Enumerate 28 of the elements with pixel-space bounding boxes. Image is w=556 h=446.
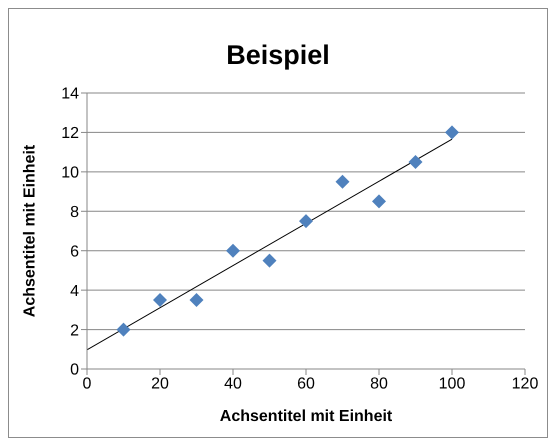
y-tick-label: 8: [70, 204, 80, 221]
point: [336, 174, 350, 189]
y-tick-label: 6: [70, 243, 80, 260]
x-tick-label: 0: [82, 375, 92, 392]
point: [262, 254, 276, 268]
y-tick-label: 10: [61, 164, 80, 182]
x-tick-label: 20: [151, 375, 169, 392]
point: [445, 125, 459, 140]
y-tick-label: 4: [70, 282, 80, 300]
chart-title: Beispiel: [225, 39, 331, 71]
x-tick-label: 80: [370, 375, 388, 392]
y-tick-label: 14: [61, 86, 80, 103]
point: [372, 194, 386, 208]
x-tick-label: 120: [512, 375, 538, 392]
point: [299, 214, 313, 228]
y-tick-label: 2: [70, 322, 80, 340]
x-axis-title: Achsentitel mit Einheit: [220, 408, 393, 425]
point: [226, 244, 240, 258]
point: [116, 322, 130, 337]
y-tick-label: 0: [70, 362, 80, 379]
x-tick-label: 40: [224, 375, 242, 392]
point: [408, 155, 422, 169]
point: [153, 293, 167, 307]
point: [190, 293, 204, 307]
x-tick-label: 60: [297, 375, 315, 392]
y-axis-title: Achsentitel mit Einheit: [22, 144, 39, 318]
x-tick-label: 100: [438, 375, 466, 392]
y-tick-label: 12: [61, 125, 80, 142]
